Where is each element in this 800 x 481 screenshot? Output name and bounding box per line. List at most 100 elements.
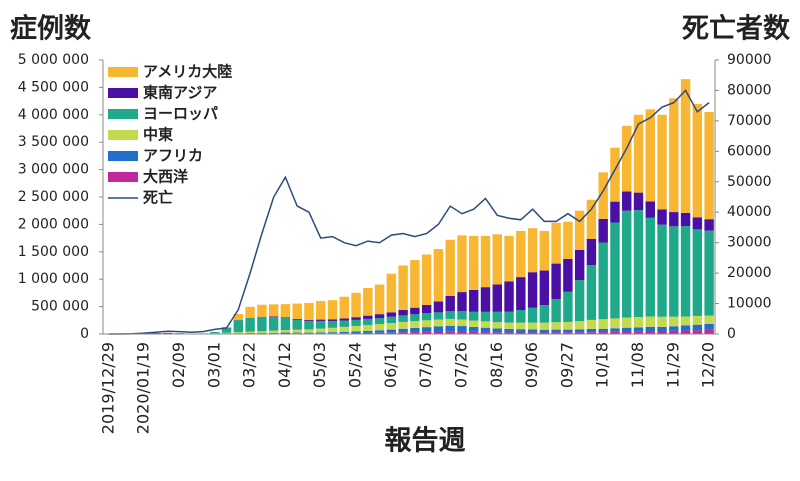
chart-title: 症例数 bbox=[10, 14, 92, 45]
bar-segment bbox=[492, 311, 502, 323]
y-tick-label: 3 500 000 bbox=[18, 134, 89, 150]
bar-segment bbox=[363, 287, 373, 316]
x-tick-label: 11/08 bbox=[628, 342, 647, 388]
bar-segment bbox=[398, 315, 408, 322]
bar-segment bbox=[374, 332, 385, 334]
bar-segment bbox=[610, 147, 620, 202]
bar-segment bbox=[680, 316, 691, 326]
bar-segment bbox=[363, 315, 373, 319]
bar-segment bbox=[386, 312, 397, 317]
bar-segment bbox=[692, 229, 703, 316]
bar-segment bbox=[516, 332, 526, 334]
bar-segment bbox=[598, 218, 608, 243]
bar-segment bbox=[622, 331, 632, 334]
bar-segment bbox=[233, 332, 244, 334]
bar-segment bbox=[327, 320, 338, 328]
legend-label: ヨーロッパ bbox=[143, 105, 218, 123]
bar-segment bbox=[304, 320, 314, 330]
bar-segment bbox=[398, 332, 408, 334]
bar-segment bbox=[469, 311, 479, 321]
y2-axis-title: 死亡者数 bbox=[682, 14, 791, 45]
y-tick-label: 1 000 000 bbox=[18, 271, 89, 287]
x-tick-label: 07/05 bbox=[416, 342, 435, 388]
bar-segment bbox=[433, 312, 444, 320]
bar-segment bbox=[516, 309, 526, 323]
bar-segment bbox=[563, 332, 573, 334]
bar-segment bbox=[433, 249, 444, 302]
bar-segment bbox=[386, 316, 397, 324]
y2-tick-label: 70000 bbox=[727, 113, 772, 129]
bar-segment bbox=[539, 332, 550, 334]
bar-segment bbox=[339, 320, 349, 327]
y-tick-label: 4 000 000 bbox=[18, 107, 89, 123]
bar-segment bbox=[445, 325, 455, 332]
bar-segment bbox=[457, 319, 467, 327]
bar-segment bbox=[398, 321, 408, 329]
bar-segment bbox=[339, 326, 349, 332]
bar-segment bbox=[633, 210, 644, 318]
y2-tick-label: 30000 bbox=[727, 235, 772, 251]
bar-segment bbox=[374, 324, 385, 331]
y-tick-label: 500 000 bbox=[31, 299, 89, 315]
bar-segment bbox=[680, 79, 691, 213]
bar-segment bbox=[563, 221, 573, 259]
bar-segment bbox=[633, 114, 644, 193]
y-tick-label: 3 000 000 bbox=[18, 162, 89, 178]
bar-segment bbox=[645, 201, 655, 218]
bar-segment bbox=[586, 265, 597, 320]
bar-segment bbox=[457, 235, 467, 293]
bar-segment bbox=[410, 314, 420, 322]
bar-segment bbox=[398, 265, 408, 310]
bar-segment bbox=[527, 228, 538, 273]
bar-segment bbox=[669, 212, 679, 227]
bar-segment bbox=[433, 326, 444, 332]
x-tick-label: 12/20 bbox=[699, 342, 718, 388]
legend-swatch bbox=[108, 109, 138, 119]
bar-segment bbox=[563, 329, 573, 333]
bar-segment bbox=[257, 331, 267, 333]
bar-segment bbox=[539, 270, 550, 306]
bar-segment bbox=[398, 328, 408, 333]
bar-segment bbox=[622, 317, 632, 328]
bar-segment bbox=[410, 332, 420, 334]
bar-segment bbox=[622, 191, 632, 211]
bar-segment bbox=[245, 317, 255, 332]
bar-segment bbox=[704, 315, 714, 324]
bar-segment bbox=[268, 330, 279, 333]
bar-segment bbox=[492, 284, 502, 312]
bar-segment bbox=[645, 330, 655, 334]
bar-segment bbox=[480, 235, 491, 288]
bar-segment bbox=[457, 326, 467, 332]
bar-segment bbox=[657, 316, 667, 327]
bar-segment bbox=[386, 273, 397, 313]
x-tick-label: 03/22 bbox=[240, 342, 259, 388]
bar-segment bbox=[292, 329, 302, 333]
y-tick-label: 1 500 000 bbox=[18, 244, 89, 260]
bar-segment bbox=[657, 114, 667, 210]
bar-segment bbox=[445, 239, 455, 296]
bar-segment bbox=[551, 222, 561, 264]
x-tick-label: 05/03 bbox=[310, 342, 329, 388]
bar-segment bbox=[257, 317, 267, 332]
legend-swatch bbox=[108, 151, 138, 161]
y2-tick-label: 90000 bbox=[727, 52, 772, 68]
bar-segment bbox=[410, 327, 420, 333]
bar-segment bbox=[551, 299, 561, 323]
bar-segment bbox=[504, 311, 514, 323]
bar-segment bbox=[527, 329, 538, 333]
bar-segment bbox=[457, 292, 467, 312]
bar-segment bbox=[316, 328, 326, 333]
bar-segment bbox=[316, 300, 326, 320]
bar-segment bbox=[433, 301, 444, 313]
bar-segment bbox=[610, 328, 620, 332]
bar-segment bbox=[504, 328, 514, 333]
bar-segment bbox=[551, 322, 561, 330]
bar-segment bbox=[527, 332, 538, 334]
bar-segment bbox=[351, 292, 361, 318]
bar-segment bbox=[692, 103, 703, 218]
bar-segment bbox=[645, 217, 655, 317]
bar-segment bbox=[610, 201, 620, 223]
bar-segment bbox=[386, 332, 397, 334]
x-tick-label: 10/18 bbox=[593, 342, 612, 388]
bar-segment bbox=[480, 287, 491, 312]
